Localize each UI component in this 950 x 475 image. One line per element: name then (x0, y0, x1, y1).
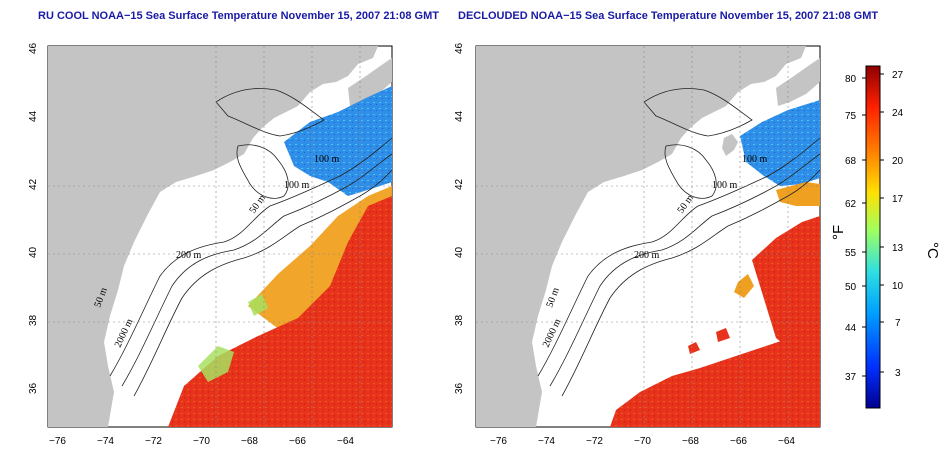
celsius-tick-17: 17 (892, 194, 904, 205)
left-lon-tick-74: −74 (97, 436, 114, 447)
left-lon-tick-76: −76 (49, 436, 66, 447)
right-map-x-axis: −76 −74 −72 −70 −68 −66 −64 (490, 436, 795, 447)
fahrenheit-tick-62: 62 (845, 199, 857, 210)
right-map-sst-hot-blobs (688, 328, 730, 354)
right-lon-tick-72: −72 (586, 436, 603, 447)
celsius-tick-3: 3 (895, 368, 901, 379)
colorbar-gradient (865, 65, 881, 409)
left-map-label-200m: 200 m (176, 250, 202, 261)
fahrenheit-tick-80: 80 (845, 74, 857, 85)
colorbar-celsius-ticks: 27 24 20 17 13 10 7 3 (880, 70, 904, 379)
left-map-title: RU COOL NOAA−15 Sea Surface Temperature … (38, 10, 439, 22)
right-map-land (476, 46, 806, 427)
right-lat-tick-46: 46 (454, 42, 465, 54)
right-map-label-200m: 200 m (634, 250, 660, 261)
left-lon-tick-66: −66 (289, 436, 306, 447)
right-lon-tick-66: −66 (730, 436, 747, 447)
fahrenheit-tick-37: 37 (845, 372, 857, 383)
left-lat-tick-44: 44 (28, 110, 39, 122)
right-lat-tick-36: 36 (454, 382, 465, 394)
right-lat-tick-40: 40 (454, 246, 465, 258)
right-lon-tick-68: −68 (682, 436, 699, 447)
colorbar-fahrenheit-ticks: 80 75 68 62 55 50 44 37 (845, 74, 866, 383)
right-map-label-100m-a: 100 m (742, 154, 768, 165)
right-map-bathymetry-contours (537, 88, 821, 397)
left-map-graticule (48, 46, 392, 427)
celsius-tick-24: 24 (892, 108, 904, 119)
right-lat-tick-38: 38 (454, 314, 465, 326)
left-map-y-axis: 46 44 42 40 38 36 (28, 42, 39, 394)
left-map-sst-cold (284, 86, 392, 196)
left-lat-tick-42: 42 (28, 178, 39, 190)
right-lon-tick-70: −70 (634, 436, 651, 447)
left-lon-tick-68: −68 (241, 436, 258, 447)
right-lat-tick-42: 42 (454, 178, 465, 190)
left-map-x-axis: −76 −74 −72 −70 −68 −66 −64 (49, 436, 354, 447)
right-lon-tick-64: −64 (778, 436, 795, 447)
left-map-sst-green-patches (198, 294, 268, 382)
fahrenheit-tick-68: 68 (845, 156, 857, 167)
colorbar: 80 75 68 62 55 50 44 37 27 24 20 17 13 1… (830, 65, 941, 409)
fahrenheit-tick-75: 75 (845, 111, 857, 122)
right-map-sst-warm (734, 182, 820, 298)
left-lat-tick-40: 40 (28, 246, 39, 258)
right-lat-tick-44: 44 (454, 110, 465, 122)
right-map-panel: 100 m 100 m 50 m 200 m 50 m 2000 m (475, 45, 821, 428)
left-map-label-100m-b: 100 m (284, 180, 310, 191)
right-map-title: DECLOUDED NOAA−15 Sea Surface Temperatur… (458, 10, 879, 22)
fahrenheit-tick-50: 50 (845, 282, 857, 293)
right-lon-tick-76: −76 (490, 436, 507, 447)
right-map-land-novascotia (776, 58, 820, 106)
right-lon-tick-74: −74 (538, 436, 555, 447)
left-lon-tick-70: −70 (193, 436, 210, 447)
right-map-y-axis: 46 44 42 40 38 36 (454, 42, 465, 394)
fahrenheit-tick-44: 44 (845, 323, 857, 334)
left-lon-tick-64: −64 (337, 436, 354, 447)
left-map-panel: 100 m 100 m 50 m 200 m 50 m 2000 m (47, 45, 393, 428)
right-map-sst-cold (740, 100, 820, 186)
celsius-tick-10: 10 (892, 281, 904, 292)
left-map-land-novascotia (348, 58, 392, 106)
left-map-land (48, 46, 378, 427)
right-map-label-100m-b: 100 m (712, 180, 738, 191)
fahrenheit-unit-label: °F (830, 225, 847, 240)
left-lat-tick-46: 46 (28, 42, 39, 54)
left-lat-tick-36: 36 (28, 382, 39, 394)
celsius-tick-20: 20 (892, 156, 904, 167)
fahrenheit-tick-55: 55 (845, 248, 857, 259)
right-map-sst-hot-east (752, 216, 820, 356)
celsius-unit-label: °C (924, 242, 941, 259)
right-map-graticule (476, 46, 820, 427)
celsius-tick-27: 27 (892, 70, 904, 81)
right-map-land-cape (722, 134, 738, 156)
celsius-tick-13: 13 (892, 243, 904, 254)
left-map-label-100m-a: 100 m (314, 154, 340, 165)
left-lon-tick-72: −72 (145, 436, 162, 447)
celsius-tick-7: 7 (895, 318, 901, 329)
right-map-sst-hot-south (610, 326, 820, 427)
left-lat-tick-38: 38 (28, 314, 39, 326)
